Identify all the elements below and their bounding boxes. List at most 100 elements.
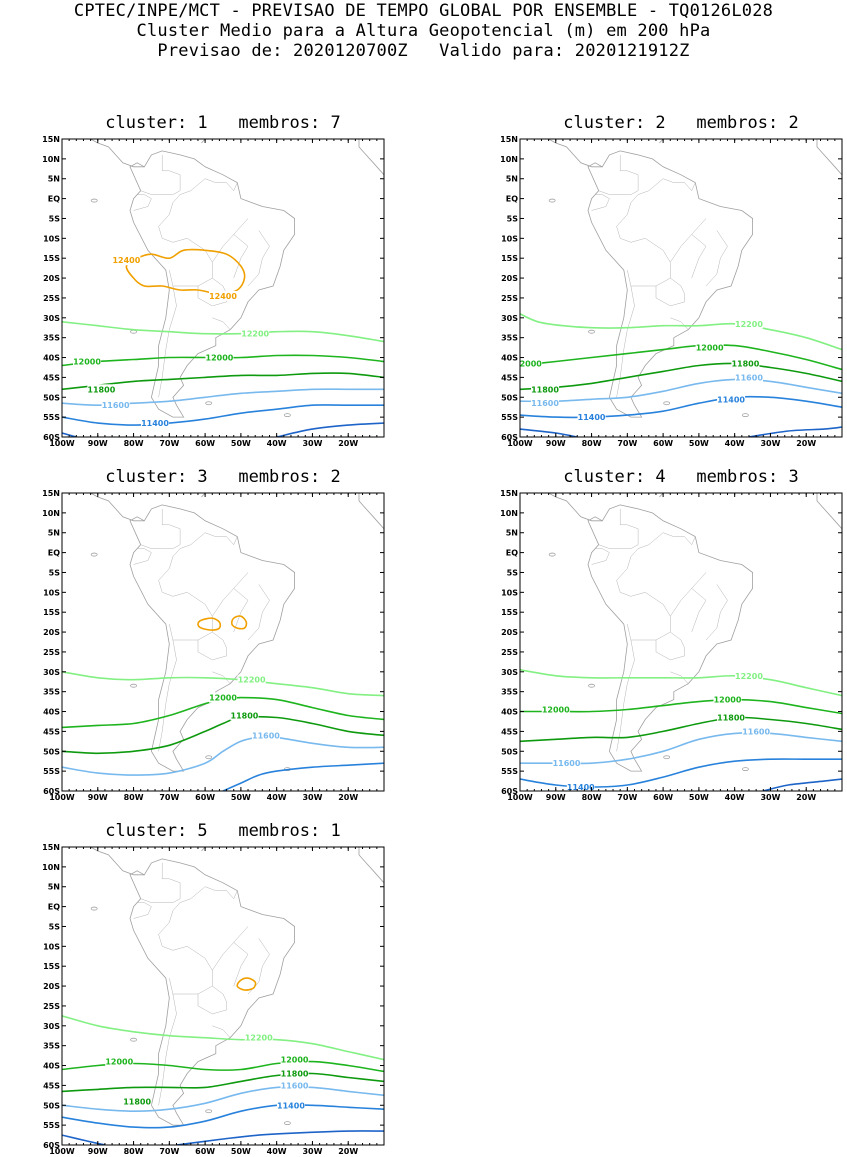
country-border — [616, 532, 664, 597]
lon-tick-label: 100W — [49, 439, 75, 448]
map-frame — [61, 138, 385, 438]
contour-label: 11600 — [553, 759, 581, 768]
basemap — [90, 139, 384, 418]
country-border — [212, 218, 249, 263]
contour-label-background — [251, 730, 280, 741]
lat-tick-label: 40S — [43, 354, 60, 363]
coastline-africa — [358, 139, 384, 176]
country-border — [670, 572, 707, 617]
country-border — [663, 178, 696, 192]
contour-line-12400 — [236, 977, 257, 991]
lon-tick-label: 70W — [617, 439, 637, 448]
lon-tick-label: 70W — [159, 439, 179, 448]
map-frame — [519, 492, 843, 792]
lat-tick-label: 50S — [43, 747, 60, 756]
lat-tick-label: 10N — [500, 509, 518, 518]
country-border — [705, 230, 728, 287]
lon-tick-label: 20W — [338, 1147, 358, 1156]
lat-tick-label: 40S — [43, 1062, 60, 1071]
lat-tick-label: 45S — [43, 727, 60, 736]
contour-label: 11800 — [731, 359, 759, 368]
lat-tick-label: EQ — [48, 195, 60, 204]
lon-tick-label: 60W — [195, 1147, 215, 1156]
coastline-caribbean — [201, 847, 206, 852]
island — [588, 329, 595, 334]
country-border — [205, 886, 238, 900]
coastline-south-america — [587, 504, 753, 772]
country-border — [247, 584, 270, 641]
contour-label: 11400 — [141, 419, 169, 428]
contour-line-11400 — [62, 1103, 384, 1129]
lat-tick-label: 30S — [43, 1022, 60, 1031]
country-border — [158, 178, 206, 243]
lat-tick-label: 30S — [43, 314, 60, 323]
country-border — [205, 532, 238, 546]
country-border — [212, 671, 231, 684]
island — [130, 1037, 137, 1042]
lat-tick-label: 55S — [43, 413, 60, 422]
lon-tick-label: 50W — [231, 793, 251, 802]
country-border — [133, 902, 152, 919]
country-border — [233, 942, 249, 987]
contour-label: 12000 — [714, 696, 742, 705]
header-line-2: Cluster Medio para a Altura Geopotencial… — [136, 21, 711, 41]
contour-label-background — [280, 1068, 309, 1079]
coastline-central-america — [90, 847, 145, 876]
lon-tick-label: 40W — [267, 439, 287, 448]
contour-line-11400 — [520, 395, 842, 419]
contour-label-background — [141, 418, 170, 429]
panel-title-cluster-5: cluster: 5 membros: 1 — [105, 821, 341, 841]
map-panel-cluster-1: 12400 12400 12200 12000 12000 11800 11600 11400… — [42, 135, 385, 448]
lat-tick-label: 10N — [500, 155, 518, 164]
lat-tick-label: 5S — [49, 922, 61, 931]
contour-line-12400 — [230, 615, 248, 630]
lat-tick-label: 10S — [43, 942, 60, 951]
contour-label-background — [717, 712, 746, 723]
contour-label-background — [237, 674, 266, 685]
coastline-caribbean — [659, 493, 664, 498]
lon-tick-label: 80W — [124, 439, 144, 448]
island — [548, 552, 556, 557]
contour-label-background — [105, 1056, 134, 1067]
contour-label-background — [209, 692, 237, 703]
country-border — [140, 154, 181, 195]
lat-tick-label: 25S — [43, 648, 60, 657]
lon-tick-label: 80W — [582, 439, 602, 448]
coastline-south-america — [587, 150, 753, 418]
lat-tick-label: 20S — [43, 628, 60, 637]
lon-tick-label: 80W — [582, 793, 602, 802]
country-border — [591, 548, 610, 565]
contour-label-background — [566, 782, 595, 793]
coastline-caribbean — [201, 493, 206, 498]
island — [663, 755, 671, 760]
coastline-caribbean — [201, 139, 206, 144]
lon-tick-label: 20W — [796, 439, 816, 448]
contour-label-background — [577, 412, 606, 423]
country-border — [197, 277, 227, 307]
contour-label: 11400 — [578, 413, 606, 422]
country-border — [663, 532, 696, 546]
country-border — [655, 277, 685, 307]
lat-tick-label: 5S — [507, 568, 519, 577]
lon-tick-label: 40W — [725, 439, 745, 448]
contour-label-background — [734, 670, 763, 681]
lat-tick-label: 10S — [43, 588, 60, 597]
lon-tick-label: 60W — [653, 793, 673, 802]
country-border — [247, 230, 270, 287]
lon-tick-label: 90W — [88, 439, 108, 448]
panel-title-cluster-4: cluster: 4 membros: 3 — [563, 467, 799, 487]
lat-tick-label: 60S — [43, 787, 60, 796]
map-frame — [61, 492, 385, 792]
lat-tick-label: 45S — [501, 373, 518, 382]
lon-tick-label: 50W — [689, 793, 709, 802]
lon-tick-label: 30W — [760, 439, 780, 448]
coastline-africa — [816, 493, 842, 530]
lat-tick-label: 45S — [43, 373, 60, 382]
lat-tick-label: 55S — [501, 413, 518, 422]
contour-label: 12000 — [542, 706, 570, 715]
contour-label-background — [734, 318, 763, 329]
lat-tick-label: 60S — [501, 787, 518, 796]
lat-tick-label: 20S — [43, 274, 60, 283]
map-panel-cluster-2: 12200 2000 12000 11800 11800 11600 11600 11400 1… — [500, 135, 843, 448]
contour-label-background — [276, 1100, 305, 1111]
